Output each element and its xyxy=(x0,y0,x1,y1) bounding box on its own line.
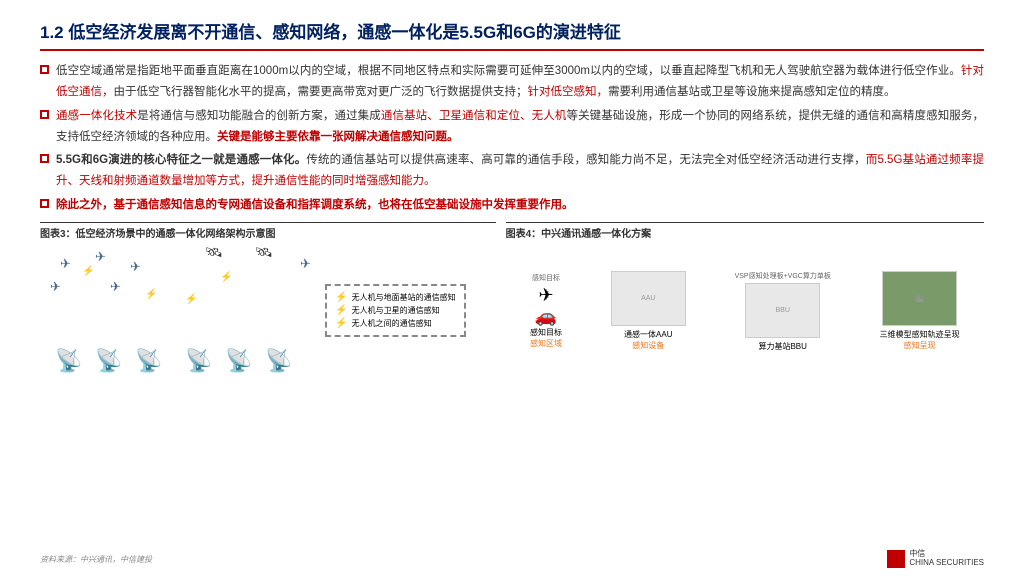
figures-row: 图表3：低空经济场景中的通感一体化网络架构示意图 ✈ ✈ ✈ ✈ ✈ 🛰 🛰 ✈… xyxy=(40,222,984,379)
bullet-list: 低空空域通常是指距地平面垂直距离在1000m以内的空域，根据不同地区特点和实际需… xyxy=(40,61,984,216)
footer: 资料来源：中兴通讯，中信建投 中信CHINA SECURITIES xyxy=(40,550,984,568)
slide-title: 1.2 低空经济发展离不开通信、感知网络，通感一体化是5.5G和6G的演进特征 xyxy=(40,18,984,43)
title-underline xyxy=(40,49,984,51)
fig3-title: 图表3：低空经济场景中的通感一体化网络架构示意图 xyxy=(40,222,496,240)
fig3-diagram: ✈ ✈ ✈ ✈ ✈ 🛰 🛰 ✈ ⚡ ⚡ ⚡ ⚡ 📡 📡 📡 📡 📡 📡 ⚡ xyxy=(40,244,496,379)
fig4-diagram: 感知目标 ✈🚗 感知目标 感知区域 AAU 通感一体AAU 感知设备 VSP感知… xyxy=(506,244,984,379)
fig4-title: 图表4：中兴通讯通感一体化方案 xyxy=(506,222,984,240)
source-text: 资料来源：中兴通讯，中信建投 xyxy=(40,554,152,565)
company-logo: 中信CHINA SECURITIES xyxy=(887,550,984,568)
fig3-legend: ⚡无人机与地面基站的通信感知 ⚡无人机与卫星的通信感知 ⚡无人机之间的通信感知 xyxy=(325,284,465,337)
